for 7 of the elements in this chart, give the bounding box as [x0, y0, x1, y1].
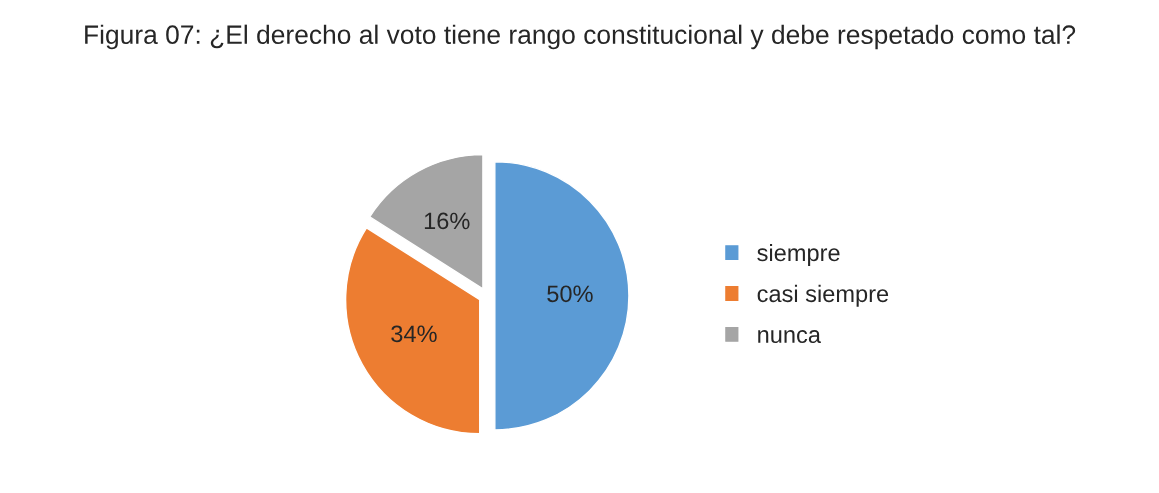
chart-title: Figura 07: ¿El derecho al voto tiene rango constitucional y debe respetado como tal? — [85, 24, 1076, 50]
data-label: 16% — [424, 212, 470, 230]
legend-label: casi siempre — [757, 284, 889, 307]
data-label: 34% — [391, 325, 437, 343]
data-label: 50% — [547, 285, 593, 303]
legend-label: nunca — [758, 330, 821, 344]
legend-label: siempre — [757, 243, 840, 266]
